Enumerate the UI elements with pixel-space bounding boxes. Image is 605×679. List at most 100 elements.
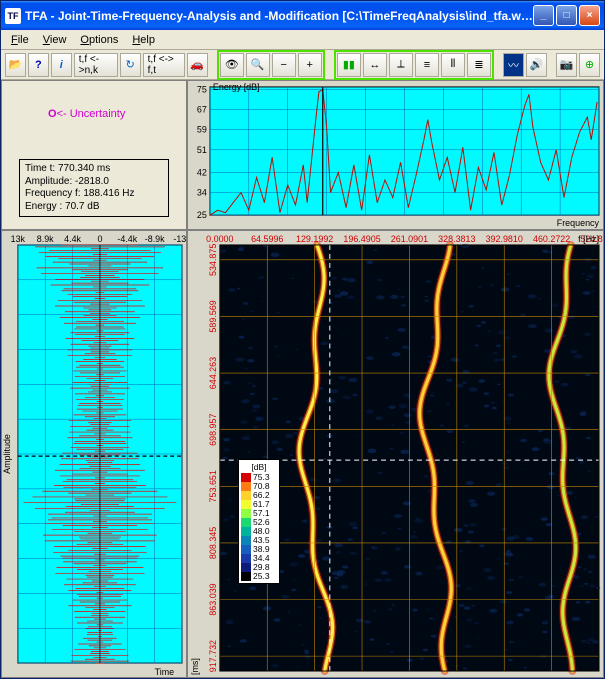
svg-text:34: 34 — [197, 188, 207, 198]
uncertainty-label: O<- Uncertainty — [48, 108, 125, 120]
energy-label: Energy : — [25, 201, 62, 212]
menu-file[interactable]: File — [5, 32, 35, 48]
legend-swatch — [241, 491, 251, 500]
app-icon: TF — [5, 8, 21, 24]
time-label: Time t: — [25, 163, 55, 174]
svg-text:75: 75 — [197, 84, 207, 94]
minimize-button[interactable]: _ — [533, 5, 554, 26]
colorbar-legend: [dB] 75.370.866.261.757.152.648.043.538.… — [238, 459, 280, 584]
content-area: O<- Uncertainty Time t: 770.340 ms Ampli… — [1, 80, 604, 678]
car-icon-button[interactable]: 🚗 — [187, 53, 208, 77]
wave-button[interactable]: 〰 — [503, 53, 524, 77]
menu-help[interactable]: Help — [126, 32, 161, 48]
svg-text:392.9810: 392.9810 — [486, 234, 523, 244]
eye-button[interactable]: 👁 — [220, 53, 244, 77]
help-button[interactable]: ? — [28, 53, 49, 77]
svg-text:753.651: 753.651 — [208, 470, 218, 502]
svg-text:-8.9k: -8.9k — [145, 234, 165, 244]
svg-text:808.345: 808.345 — [208, 527, 218, 559]
tf-ft-button[interactable]: t,f <-> f,t — [143, 53, 185, 77]
legend-swatch — [241, 509, 251, 518]
svg-text:196.4905: 196.4905 — [343, 234, 380, 244]
svg-text:534.875: 534.875 — [208, 244, 218, 276]
legend-swatch — [241, 554, 251, 563]
svg-text:Time: Time — [155, 667, 174, 677]
time-value: 770.340 ms — [58, 163, 110, 174]
app-window: TF TFA - Joint-Time-Frequency-Analysis a… — [0, 0, 605, 679]
svg-text:4.4k: 4.4k — [64, 234, 81, 244]
energy-value: 70.7 dB — [65, 201, 99, 212]
legend-swatch — [241, 473, 251, 482]
svg-text:42: 42 — [197, 167, 207, 177]
amplitude-chart[interactable]: 13k 8.9k 4.4k 0 -4.4k -8.9k -13k Amplitude Time — [1, 230, 187, 678]
g2-button[interactable]: ↔ — [363, 53, 387, 77]
refresh-button[interactable]: ↻ — [120, 53, 141, 77]
spectrogram[interactable]: 0.0000 64.5996 129.1992 196.4905 261.0901 328… — [187, 230, 604, 678]
toolbar: 📂 ? i t,f <->n,k ↻ t,f <-> f,t 🚗 👁 🔍 − +… — [1, 50, 604, 80]
toolbar-group-view: 👁 🔍 − + — [217, 50, 325, 80]
g5-button[interactable]: ⫴ — [441, 53, 465, 77]
window-title: TFA - Joint-Time-Frequency-Analysis and … — [25, 9, 533, 23]
svg-text:8.9k: 8.9k — [37, 234, 54, 244]
svg-text:Energy [dB]: Energy [dB] — [213, 82, 260, 92]
g1-button[interactable]: ▮▮ — [337, 53, 361, 77]
svg-text:129.1992: 129.1992 — [296, 234, 333, 244]
tf-nk-button[interactable]: t,f <->n,k — [74, 53, 118, 77]
titlebar: TF TFA - Joint-Time-Frequency-Analysis a… — [1, 1, 604, 30]
legend-swatch — [241, 527, 251, 536]
svg-text:13k: 13k — [11, 234, 26, 244]
menubar: File View Options Help — [1, 30, 604, 50]
svg-text:59: 59 — [197, 125, 207, 135]
svg-text:698.957: 698.957 — [208, 413, 218, 445]
svg-text:-13k: -13k — [173, 234, 186, 244]
svg-text:0.0000: 0.0000 — [206, 234, 233, 244]
svg-text:261.0901: 261.0901 — [391, 234, 428, 244]
plus-button[interactable]: + — [298, 53, 322, 77]
window-buttons: _ □ × — [533, 5, 600, 26]
freq-value: 188.416 Hz — [83, 188, 134, 199]
svg-text:328.3813: 328.3813 — [438, 234, 475, 244]
svg-text:25: 25 — [197, 210, 207, 220]
sound-button[interactable]: 🔊 — [526, 53, 547, 77]
svg-text:0: 0 — [97, 234, 102, 244]
info-panel: O<- Uncertainty Time t: 770.340 ms Ampli… — [1, 80, 187, 230]
legend-title: [dB] — [241, 462, 277, 472]
g6-button[interactable]: ≣ — [467, 53, 491, 77]
zoom-out-button[interactable]: 🔍 — [246, 53, 270, 77]
freq-label: Frequency f: — [25, 188, 81, 199]
close-button[interactable]: × — [579, 5, 600, 26]
svg-text:f [Hz]: f [Hz] — [578, 234, 599, 244]
legend-swatch — [241, 536, 251, 545]
legend-swatch — [241, 545, 251, 554]
svg-text:64.5996: 64.5996 — [251, 234, 283, 244]
legend-swatch — [241, 518, 251, 527]
legend-swatch — [241, 482, 251, 491]
maximize-button[interactable]: □ — [556, 5, 577, 26]
amp-label: Amplitude: — [25, 176, 72, 187]
svg-text:t [ms]: t [ms] — [190, 658, 200, 677]
legend-swatch — [241, 500, 251, 509]
menu-view[interactable]: View — [37, 32, 73, 48]
svg-text:589.569: 589.569 — [208, 300, 218, 332]
toolbar-group-cursor: ▮▮ ↔ ⟂ ≡ ⫴ ≣ — [334, 50, 494, 80]
camera-button[interactable]: 📷 — [556, 53, 577, 77]
svg-text:863.039: 863.039 — [208, 583, 218, 615]
svg-text:917.732: 917.732 — [208, 640, 218, 672]
svg-text:460.2722: 460.2722 — [533, 234, 570, 244]
scope-button[interactable]: ⊕ — [579, 53, 600, 77]
svg-text:Amplitude: Amplitude — [2, 434, 12, 474]
menu-options[interactable]: Options — [74, 32, 124, 48]
info-box: Time t: 770.340 ms Amplitude: -2818.0 Fr… — [19, 159, 169, 217]
svg-text:644.263: 644.263 — [208, 357, 218, 389]
legend-row: 25.3 — [241, 572, 277, 581]
legend-value: 25.3 — [253, 572, 270, 581]
svg-text:67: 67 — [197, 105, 207, 115]
g4-button[interactable]: ≡ — [415, 53, 439, 77]
info-button[interactable]: i — [51, 53, 72, 77]
g3-button[interactable]: ⟂ — [389, 53, 413, 77]
open-button[interactable]: 📂 — [5, 53, 26, 77]
energy-chart[interactable]: 25344251596775Energy [dB]Frequency — [187, 80, 604, 230]
minus-button[interactable]: − — [272, 53, 296, 77]
legend-swatch — [241, 572, 251, 581]
svg-text:-4.4k: -4.4k — [117, 234, 137, 244]
